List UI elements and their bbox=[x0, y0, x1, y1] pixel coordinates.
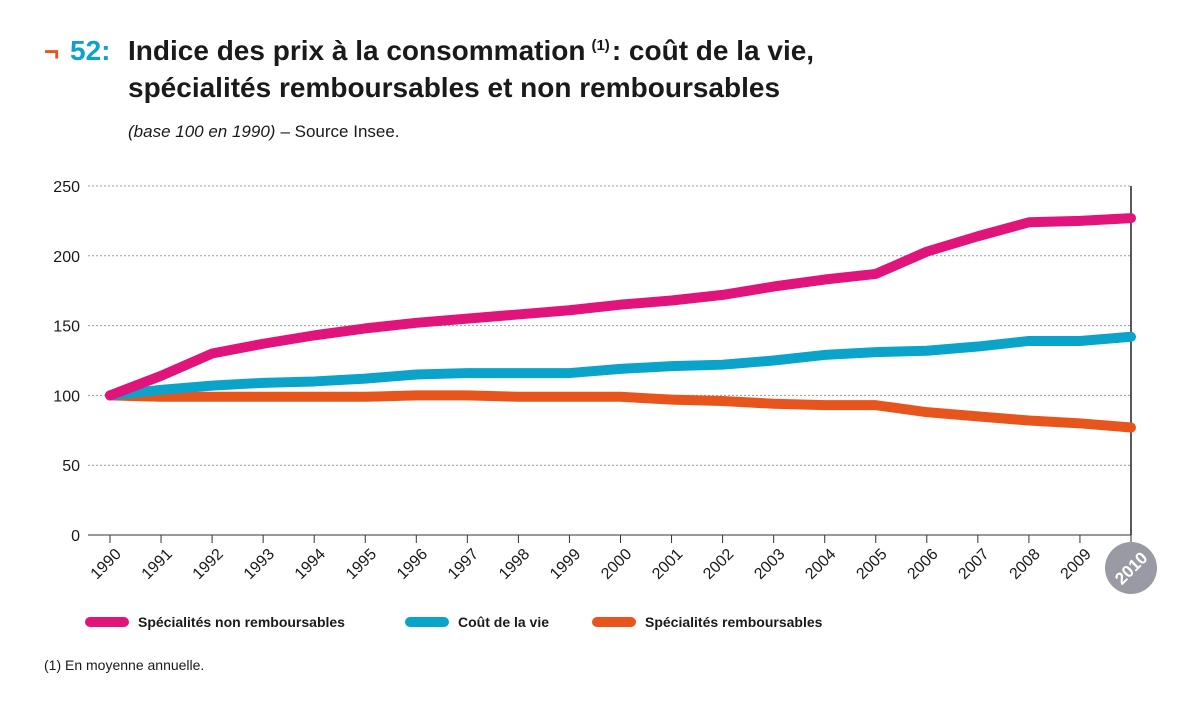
subtitle-text: (base 100 en 1990) bbox=[128, 122, 275, 141]
x-tick-label: 2000 bbox=[598, 546, 635, 583]
y-tick-label: 50 bbox=[62, 458, 80, 475]
subtitle: (base 100 en 1990) – Source Insee. bbox=[128, 122, 400, 141]
y-tick-label: 150 bbox=[53, 319, 80, 336]
legend-label: Spécialités non remboursables bbox=[138, 614, 345, 630]
x-tick-label: 1992 bbox=[190, 546, 227, 583]
y-tick-label: 100 bbox=[53, 388, 80, 405]
x-tick-label: 2001 bbox=[649, 546, 686, 583]
y-tick-label: 0 bbox=[71, 528, 80, 545]
x-tick-label: 1995 bbox=[343, 546, 380, 583]
chart-title: Indice des prix à la consommation (1): co… bbox=[128, 35, 814, 66]
source: – Source Insee. bbox=[280, 122, 399, 141]
x-tick-label: 2007 bbox=[955, 546, 992, 583]
x-tick-label: 1994 bbox=[292, 546, 329, 583]
highlight-circle bbox=[1105, 542, 1157, 594]
x-tick-label: 1999 bbox=[547, 546, 584, 583]
x-tick-label: 1998 bbox=[496, 546, 533, 583]
x-tick-label: 1996 bbox=[394, 546, 431, 583]
series-line bbox=[105, 390, 1136, 433]
title-note: (1) bbox=[591, 37, 609, 54]
x-tick-label: 1990 bbox=[88, 546, 125, 583]
x-tick-label: 1993 bbox=[241, 546, 278, 583]
title-text: Indice des prix à la consommation bbox=[128, 35, 585, 66]
x-tick-label: 2008 bbox=[1007, 546, 1044, 583]
x-tick-label: 2006 bbox=[904, 546, 941, 583]
x-tick-label: 1991 bbox=[139, 546, 176, 583]
x-tick-label: 2003 bbox=[751, 546, 788, 583]
y-tick-label: 250 bbox=[53, 179, 80, 196]
series-line bbox=[105, 331, 1136, 401]
legend-label: Spécialités remboursables bbox=[645, 614, 823, 630]
y-tick-label: 200 bbox=[53, 249, 80, 266]
x-tick-label: 2002 bbox=[700, 546, 737, 583]
x-tick-label: 1997 bbox=[445, 546, 482, 583]
title-number: 52: bbox=[70, 35, 110, 66]
footnote: (1) En moyenne annuelle. bbox=[44, 657, 204, 673]
title-end: : coût de la vie, bbox=[612, 35, 814, 66]
title-line2: spécialités remboursables et non rembour… bbox=[128, 72, 780, 103]
legend-label: Coût de la vie bbox=[458, 614, 549, 630]
x-tick-label: 2009 bbox=[1058, 546, 1095, 583]
title-marker: ¬ bbox=[44, 36, 59, 66]
series-line bbox=[105, 213, 1136, 401]
x-tick-label: 2004 bbox=[802, 546, 839, 583]
x-tick-label: 2005 bbox=[853, 546, 890, 583]
